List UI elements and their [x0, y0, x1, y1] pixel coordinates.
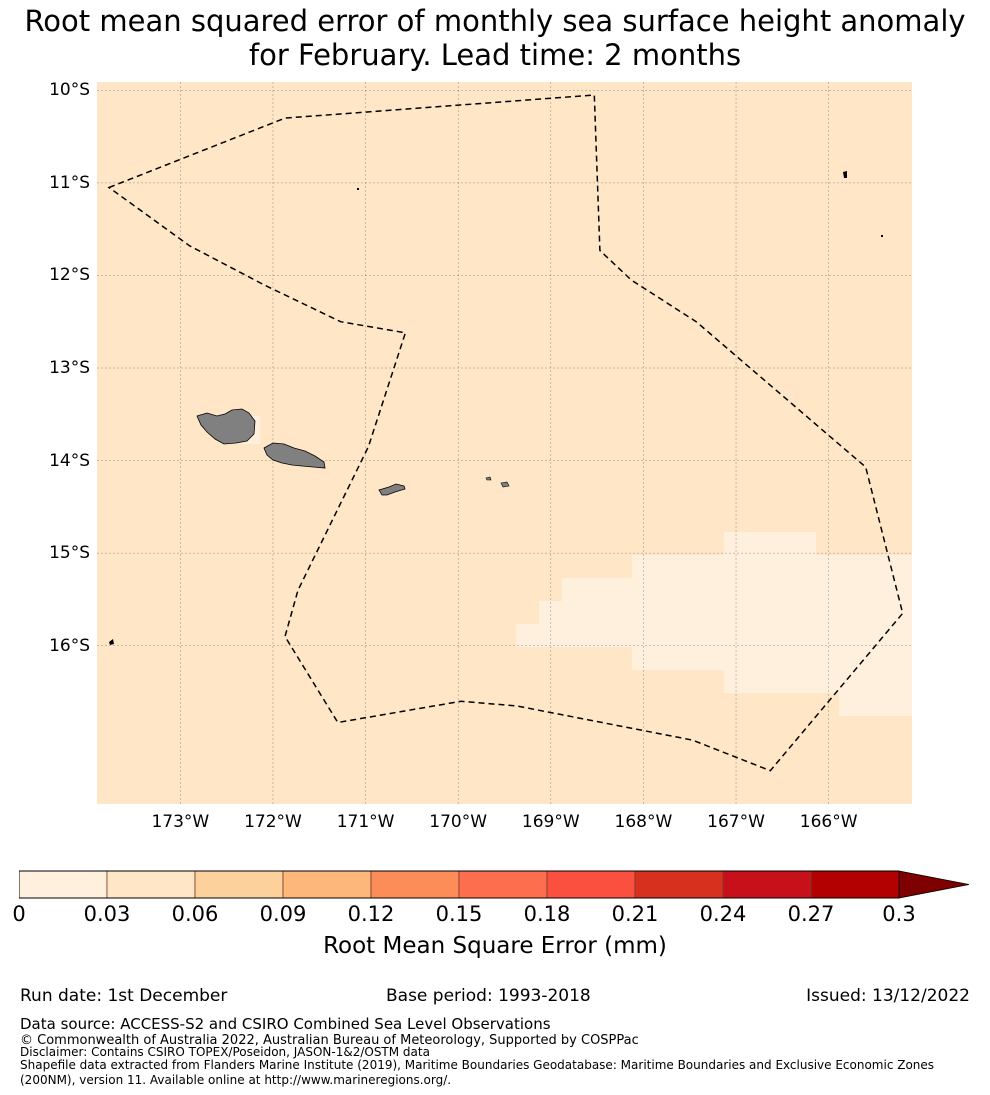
colorbar-segment: [370, 870, 460, 899]
islet: [881, 235, 883, 237]
colorbar-tick-label: 0.09: [259, 902, 307, 926]
colorbar-tick-label: 0.06: [171, 902, 219, 926]
latitude-label: 10°S: [49, 80, 90, 101]
longitude-label: 167°W: [707, 812, 765, 832]
issued-date: Issued: 13/12/2022: [806, 986, 970, 1006]
colorbar: [19, 870, 970, 899]
latitude-label: 13°S: [49, 358, 90, 379]
island-upolu: [263, 442, 326, 469]
land-areas: [109, 171, 883, 645]
map-panel: [97, 82, 912, 804]
colorbar-tick-label: 0.03: [83, 902, 131, 926]
maritime-boundary: [107, 94, 904, 772]
colorbar-tick-label: 0.27: [787, 902, 835, 926]
latitude-label: 14°S: [49, 450, 90, 471]
low-error-cell: [724, 670, 912, 693]
colorbar-tick-label: 0.15: [435, 902, 483, 926]
colorbar-label: Root Mean Square Error (mm): [323, 933, 667, 959]
title-line-1: Root mean squared error of monthly sea s…: [24, 4, 966, 38]
colorbar-tick-label: 0.3: [882, 902, 916, 926]
map-canvas: [97, 82, 912, 804]
title-line-2: for February. Lead time: 2 months: [248, 38, 742, 72]
island-tau: [500, 481, 510, 488]
latitude-label: 11°S: [49, 172, 90, 193]
colorbar-segment: [194, 870, 284, 899]
shapefile-credit: Shapefile data extracted from Flanders M…: [20, 1058, 935, 1087]
copyright: © Commonwealth of Australia 2022, Austra…: [20, 1033, 639, 1048]
colorbar-tick-label: 0: [12, 902, 26, 926]
disclaimer: Disclaimer: Contains CSIRO TOPEX/Poseido…: [20, 1045, 430, 1059]
colorbar-segment: [282, 870, 372, 899]
colorbar-outline: [19, 870, 899, 899]
low-error-cell: [724, 532, 816, 555]
low-error-cell: [632, 647, 912, 670]
island-tutuila: [378, 483, 406, 496]
base-period: Base period: 1993-2018: [386, 986, 591, 1006]
data-source: Data source: ACCESS-S2 and CSIRO Combine…: [20, 1015, 551, 1033]
colorbar-segment: [458, 870, 548, 899]
latitude-label: 16°S: [49, 635, 90, 656]
chart-title: Root mean squared error of monthly sea s…: [0, 4, 990, 72]
longitude-label: 168°W: [614, 812, 673, 832]
latitude-label: 12°S: [49, 265, 90, 286]
low-error-cell: [562, 578, 912, 601]
low-error-cell: [516, 624, 912, 647]
longitude-label: 170°W: [429, 812, 488, 832]
colorbar-tick-label: 0.24: [699, 902, 747, 926]
longitude-label: 172°W: [244, 812, 302, 832]
colorbar-segment: [634, 870, 724, 899]
colorbar-tick-label: 0.21: [611, 902, 659, 926]
colorbar-segment: [810, 870, 900, 899]
colorbar-tick-label: 0.18: [523, 902, 571, 926]
low-error-cell: [632, 555, 912, 578]
islet: [357, 188, 359, 190]
island-ofu: [485, 476, 492, 481]
islet: [109, 639, 114, 645]
low-error-region: [242, 416, 912, 716]
islet: [843, 171, 847, 178]
colorbar-segment: [106, 870, 196, 899]
longitude-label: 166°W: [799, 812, 858, 832]
longitude-label: 173°W: [151, 812, 210, 832]
island-savaii: [196, 408, 256, 445]
latitude-label: 15°S: [49, 543, 90, 564]
longitude-label: 169°W: [521, 812, 580, 832]
colorbar-segment: [19, 870, 108, 899]
run-date: Run date: 1st December: [20, 986, 228, 1006]
colorbar-segment: [722, 870, 812, 899]
low-error-cell: [539, 601, 912, 624]
colorbar-extend-arrow: [898, 870, 970, 899]
colorbar-tick-label: 0.12: [347, 902, 395, 926]
graticule: [97, 82, 912, 804]
low-error-cell: [839, 693, 912, 716]
longitude-label: 171°W: [336, 812, 395, 832]
colorbar-segment: [546, 870, 636, 899]
